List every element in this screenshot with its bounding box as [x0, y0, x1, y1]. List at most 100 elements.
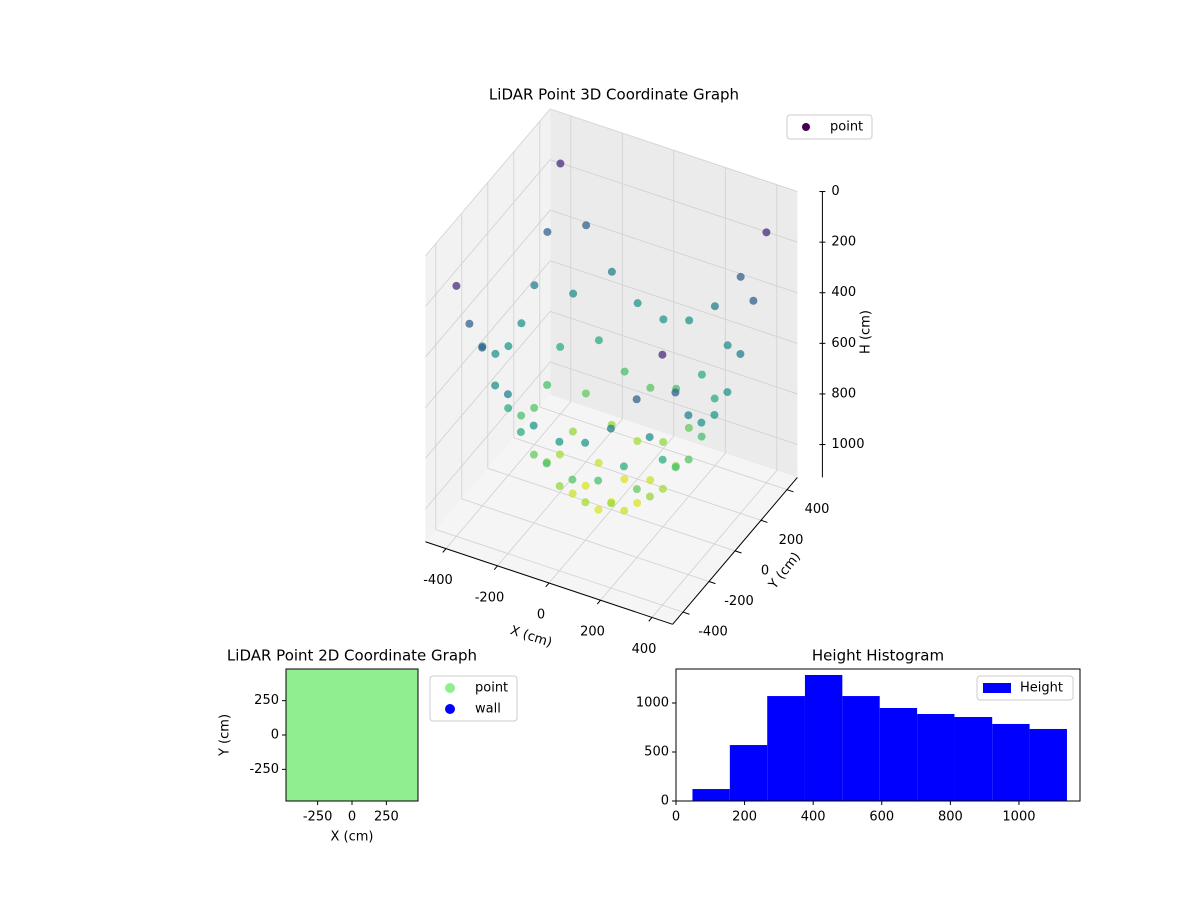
- data-point: [517, 411, 526, 420]
- data-point: [357, 740, 386, 769]
- x-tick-label: 200: [732, 810, 757, 825]
- data-point: [504, 404, 513, 413]
- data-point: [594, 476, 603, 485]
- data-point: [736, 272, 745, 281]
- chart-title: Height Histogram: [812, 647, 944, 665]
- legend-marker: [802, 123, 810, 131]
- z-axis-label: H (cm): [859, 310, 874, 354]
- data-point: [671, 388, 680, 397]
- data-point: [697, 432, 706, 441]
- data-point: [503, 390, 512, 399]
- data-point: [299, 721, 328, 749]
- z-tick-label: 600: [831, 336, 856, 351]
- data-point: [529, 450, 538, 459]
- data-point: [299, 682, 328, 711]
- data-point: [645, 492, 654, 501]
- data-point: [357, 721, 386, 749]
- data-point: [581, 438, 590, 447]
- data-point: [568, 489, 577, 498]
- data-point: [633, 437, 642, 446]
- legend-label: wall: [475, 702, 501, 717]
- data-point: [491, 381, 500, 390]
- y-axis-label: Y (cm): [766, 550, 804, 593]
- data-point: [299, 759, 328, 788]
- bar: [1029, 728, 1067, 801]
- x-tick-label: 400: [801, 810, 826, 825]
- data-point: [299, 701, 328, 730]
- data-point: [581, 498, 590, 507]
- data-point: [338, 759, 366, 788]
- tick-mark: [786, 489, 794, 493]
- data-point: [736, 350, 745, 358]
- data-point: [555, 450, 564, 459]
- data-point: [299, 740, 328, 769]
- data-point: [633, 499, 642, 508]
- grid-line: [425, 209, 551, 358]
- x-tick-label: -200: [475, 590, 505, 605]
- bar: [692, 789, 730, 801]
- data-point: [568, 427, 577, 436]
- data-point: [478, 343, 487, 352]
- data-point: [581, 389, 590, 398]
- data-point: [607, 499, 616, 508]
- data-point: [452, 281, 461, 290]
- x-tick-label: 250: [374, 810, 399, 825]
- data-point: [543, 381, 552, 389]
- legend-marker: [445, 704, 455, 714]
- grid-line: [425, 311, 551, 459]
- data-point: [504, 342, 513, 351]
- data-point: [542, 459, 551, 468]
- grid-line: [435, 529, 684, 613]
- data-point: [530, 403, 539, 412]
- data-point: [619, 462, 628, 471]
- data-point: [338, 701, 366, 730]
- x-tick-label: -400: [423, 573, 453, 588]
- x-tick-label: 0: [537, 608, 545, 623]
- data-point: [357, 759, 386, 788]
- data-point: [555, 437, 564, 446]
- data-point: [376, 682, 405, 711]
- x-tick-label: 600: [869, 810, 894, 825]
- x-tick-label: 0: [672, 810, 680, 825]
- y-tick-label: 0: [271, 728, 279, 743]
- x-tick-label: 0: [348, 810, 356, 825]
- bar: [992, 723, 1030, 801]
- legend-box: [976, 675, 1074, 701]
- y-axis: [672, 477, 798, 625]
- y-axis-label: Y (cm): [218, 714, 233, 757]
- grid-line: [425, 361, 551, 510]
- data-point: [338, 740, 366, 769]
- bar: [842, 696, 880, 801]
- grid-line: [550, 260, 798, 344]
- x-tick-label: -250: [303, 810, 333, 825]
- x-tick-label: 200: [580, 625, 605, 640]
- data-point: [684, 455, 693, 464]
- data-point: [710, 394, 719, 403]
- tick-mark: [545, 582, 550, 588]
- grid-line: [550, 311, 798, 395]
- legend-label: point: [475, 681, 508, 696]
- data-point: [357, 701, 386, 730]
- data-point: [569, 289, 578, 298]
- data-point: [658, 484, 667, 493]
- data-point: [530, 281, 539, 290]
- tick-mark: [734, 550, 742, 554]
- data-point: [632, 395, 641, 404]
- data-point: [658, 455, 667, 464]
- legend-marker: [445, 683, 455, 693]
- data-point: [723, 341, 732, 350]
- legend-box: [429, 675, 518, 722]
- z-tick-label: 1000: [831, 437, 864, 452]
- data-point: [318, 721, 347, 749]
- data-point: [555, 482, 564, 491]
- data-point: [395, 778, 418, 801]
- y-tick-label: -400: [698, 625, 728, 640]
- data-point: [710, 302, 719, 311]
- grid-line: [425, 108, 551, 257]
- data-point: [671, 463, 680, 472]
- plot-area: [286, 669, 418, 801]
- bar: [729, 745, 768, 801]
- grid-line: [550, 209, 798, 294]
- data-point: [582, 221, 591, 230]
